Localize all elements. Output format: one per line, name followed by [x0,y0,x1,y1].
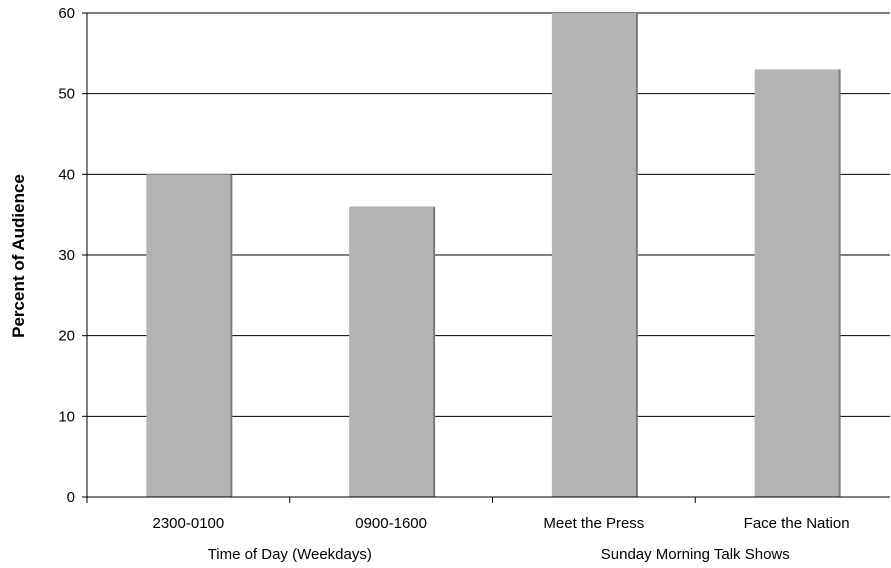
x-tick-label: 0900-1600 [355,515,427,532]
y-tick-label: 30 [58,247,75,264]
y-axis-label: Percent of Audience [9,174,28,338]
x-tick-label: Face the Nation [744,515,850,532]
y-tick-label: 0 [67,489,75,506]
y-tick-label: 50 [58,86,75,103]
y-tick-label: 60 [58,5,75,22]
bar [754,69,839,497]
group-label: Time of Day (Weekdays) [208,546,372,563]
y-ticks: 0 10 20 30 40 50 60 [58,5,87,506]
x-tick-label: 2300-0100 [153,515,225,532]
x-labels: 2300-0100 0900-1600 Meet the Press Face the… [153,515,850,563]
y-tick-label: 20 [58,328,75,345]
bars [146,13,841,498]
bar [349,206,434,497]
group-label: Sunday Morning Talk Shows [601,546,790,563]
bar [551,13,636,497]
bar [146,174,231,498]
y-tick-label: 40 [58,166,75,183]
y-tick-label: 10 [58,408,75,425]
x-tick-label: Meet the Press [543,515,644,532]
